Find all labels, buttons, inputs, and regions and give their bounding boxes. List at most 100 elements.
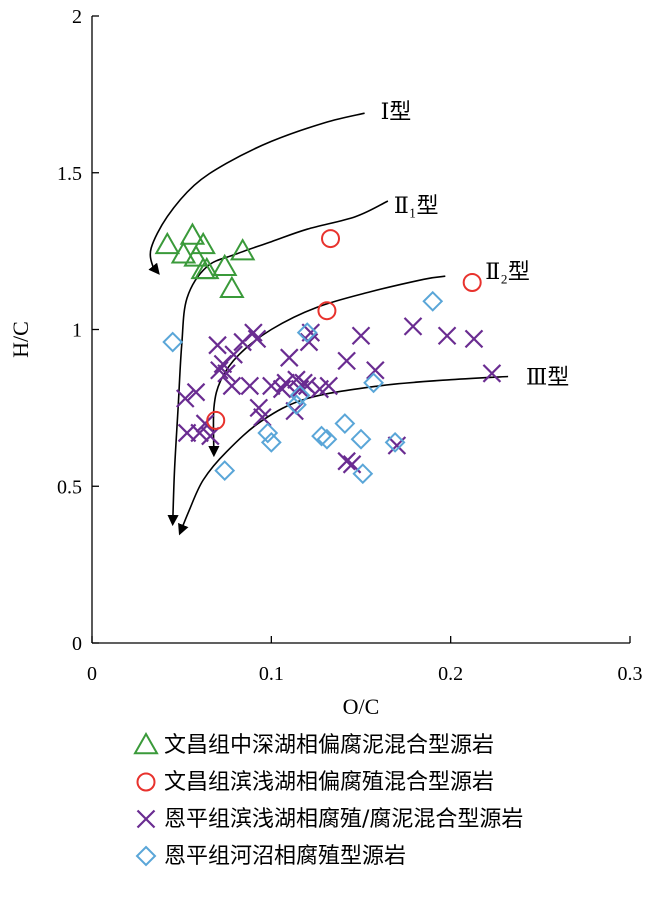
evolution-curve-4 — [178, 375, 509, 536]
data-point-triangle — [190, 256, 216, 280]
y-tick-label: 1.5 — [57, 163, 82, 185]
data-point-cross — [272, 379, 292, 399]
legend-label: 恩平组滨浅湖相腐殖/腐泥混合型源岩 — [164, 807, 523, 832]
cross-stroke — [337, 351, 356, 371]
legend-marker-cross — [136, 809, 156, 829]
data-point-diamond — [214, 460, 236, 481]
data-point-cross — [276, 373, 295, 393]
curve-label-1: Ⅰ型 — [381, 99, 412, 124]
cross-stroke — [222, 376, 242, 396]
y-tick-label: 2 — [72, 6, 82, 28]
data-point-triangle — [170, 241, 197, 264]
data-point-triangle — [194, 256, 220, 280]
x-tick-label: 0.3 — [618, 663, 643, 685]
cross-stroke — [186, 382, 206, 402]
legend-marker-diamond — [135, 845, 157, 867]
data-point-circle — [206, 410, 226, 430]
cross-stroke — [136, 809, 156, 829]
cross-stroke — [247, 329, 267, 349]
evolution-curves: Ⅰ型 Ⅱ₁型 Ⅱ₂型 Ⅲ型 — [148, 99, 569, 536]
data-point-diamond — [296, 322, 318, 344]
data-point-cross — [337, 451, 356, 471]
data-points — [154, 222, 502, 485]
data-point-cross — [175, 389, 195, 408]
cross-stroke — [319, 376, 338, 396]
cross-stroke — [217, 364, 236, 383]
data-point-cross — [297, 376, 317, 396]
data-point-cross — [244, 323, 263, 342]
cross-stroke — [262, 376, 281, 396]
data-point-diamond — [363, 372, 384, 394]
data-point-triangle — [154, 231, 181, 255]
data-point-cross — [249, 398, 269, 418]
data-point-triangle — [229, 238, 256, 261]
cross-stroke — [482, 364, 502, 383]
evolution-curve-3 — [208, 275, 446, 458]
data-point-diamond — [162, 331, 184, 353]
data-point-cross — [262, 376, 281, 396]
data-point-diamond — [384, 431, 406, 453]
x-tick-label: 0 — [87, 663, 97, 685]
data-point-triangle — [183, 244, 209, 267]
data-point-diamond — [257, 422, 279, 444]
axes — [91, 15, 631, 644]
data-point-circle — [321, 229, 341, 249]
x-axis-title: O/C — [343, 694, 380, 719]
axis-labels: 0 0.5 1 1.5 2 0 0.1 0.2 0.3 O/C H/C — [8, 6, 643, 719]
y-tick-label: 1 — [72, 320, 82, 342]
curve-label-2: Ⅱ₁型 — [394, 193, 439, 218]
data-point-cross — [195, 414, 215, 433]
cross-stroke — [279, 348, 299, 367]
cross-stroke — [403, 317, 423, 336]
data-point-diamond — [350, 428, 372, 450]
data-point-cross — [319, 376, 338, 396]
data-point-triangle — [179, 222, 206, 245]
data-point-diamond — [289, 384, 311, 406]
cross-stroke — [249, 398, 269, 418]
legend: 文昌组中深湖相偏腐泥混合型源岩文昌组滨浅湖相偏腐殖混合型源岩恩平组滨浅湖相腐殖/… — [133, 731, 523, 869]
data-point-cross — [217, 364, 236, 383]
cross-stroke — [195, 414, 215, 433]
data-point-cross — [210, 360, 229, 380]
cross-stroke — [253, 408, 272, 427]
cross-stroke — [351, 326, 371, 346]
evolution-curve-1 — [148, 112, 365, 275]
data-point-cross — [387, 436, 407, 455]
cross-stroke — [190, 423, 209, 443]
data-point-diamond — [334, 413, 356, 434]
data-point-cross — [464, 329, 484, 349]
data-point-cross — [437, 326, 457, 346]
y-tick-label: 0 — [72, 633, 82, 655]
data-point-circle — [462, 272, 482, 292]
data-point-diamond — [316, 428, 338, 450]
cross-stroke — [201, 426, 220, 446]
data-point-cross — [190, 423, 209, 443]
data-point-triangle — [219, 275, 245, 298]
x-tick-label: 0.1 — [259, 663, 284, 685]
curve-label-3: Ⅱ₂型 — [485, 259, 530, 284]
data-point-cross — [366, 360, 385, 380]
cross-stroke — [208, 335, 227, 355]
data-point-cross — [240, 376, 260, 396]
legend-marker-circle — [136, 772, 156, 792]
data-point-cross — [279, 348, 299, 367]
x-tick-label: 0.2 — [438, 663, 463, 685]
cross-stroke — [437, 326, 457, 346]
cross-stroke — [464, 329, 484, 349]
cross-stroke — [342, 455, 362, 474]
data-point-cross — [403, 317, 423, 336]
legend-marker-triangle — [133, 731, 159, 755]
data-point-diamond — [260, 431, 282, 453]
data-point-diamond — [422, 290, 444, 312]
data-point-cross — [351, 326, 371, 346]
data-point-diamond — [311, 425, 332, 447]
data-point-cross — [208, 335, 227, 355]
data-point-cross — [482, 364, 502, 383]
cross-stroke — [297, 376, 317, 396]
cross-stroke — [337, 451, 356, 471]
cross-stroke — [366, 360, 385, 380]
data-point-cross — [186, 382, 206, 402]
cross-stroke — [276, 373, 295, 393]
legend-label: 文昌组中深湖相偏腐泥混合型源岩 — [164, 733, 494, 758]
